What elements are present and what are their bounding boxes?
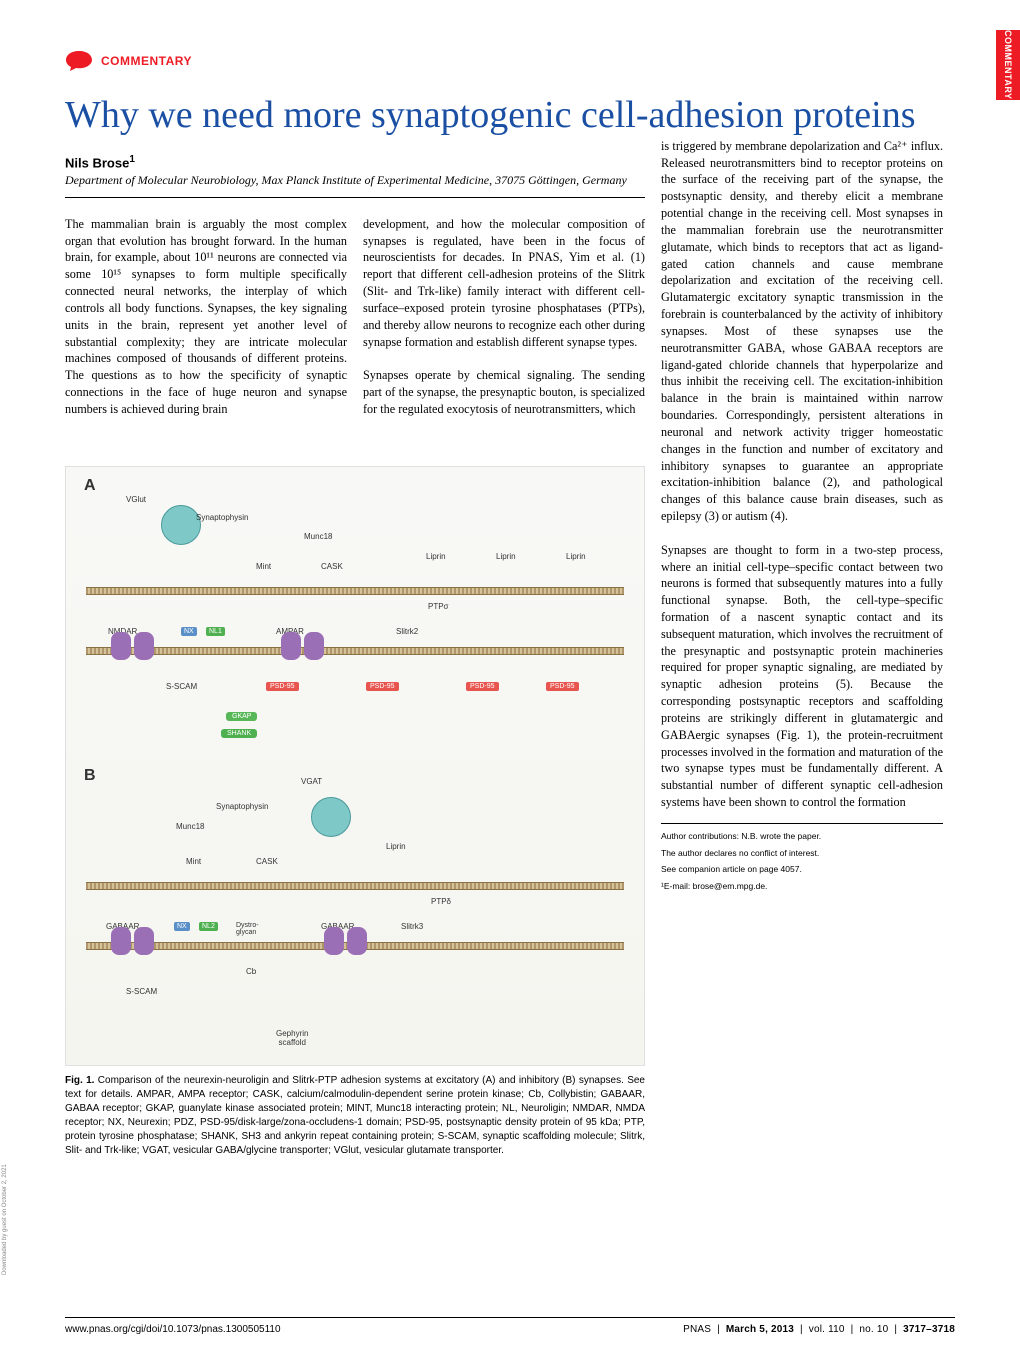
author-block: Nils Brose1 Department of Molecular Neur… [65, 154, 645, 189]
vglut-label: VGlut [126, 495, 146, 504]
dystro-label-b: Dystro-glycan [236, 922, 259, 936]
receptor-shape [111, 927, 131, 955]
receptor-shape [134, 632, 154, 660]
receptor-shape [324, 927, 344, 955]
footer-issue: no. 10 [859, 1324, 888, 1335]
author-rule [65, 197, 645, 198]
psd95-label-a2: PSD-95 [366, 682, 399, 691]
receptor-shape [134, 927, 154, 955]
section-header: COMMENTARY [65, 50, 955, 72]
cask-label-a: CASK [321, 562, 343, 571]
footnote-conflict: The author declares no conflict of inter… [661, 847, 943, 860]
receptor-shape [304, 632, 324, 660]
panel-a-label: A [84, 477, 96, 495]
footer-volume: vol. 110 [809, 1324, 845, 1335]
ptpd-label-b: PTPδ [431, 897, 451, 906]
footnote-contrib: Author contributions: N.B. wrote the pap… [661, 830, 943, 843]
author-name: Nils Brose1 [65, 154, 645, 170]
footnote-rule [661, 823, 943, 824]
mint-label-a: Mint [256, 562, 271, 571]
mint-label-b: Mint [186, 857, 201, 866]
author-name-text: Nils Brose [65, 155, 129, 170]
liprin-label-a3: Liprin [566, 552, 586, 561]
psd95-label-a4: PSD-95 [546, 682, 579, 691]
munc18-label-b: Munc18 [176, 822, 204, 831]
receptor-shape [111, 632, 131, 660]
receptor-shape [347, 927, 367, 955]
nx-label-a: NX [181, 627, 197, 636]
speech-bubble-icon [65, 50, 93, 72]
column-3-text: is triggered by membrane depolarization … [661, 138, 943, 811]
liprin-label-b: Liprin [386, 842, 406, 851]
footer-date: March 5, 2013 [726, 1324, 794, 1335]
sscam-label-b: S-SCAM [126, 987, 157, 996]
liprin-label-a1: Liprin [426, 552, 446, 561]
liprin-label-a2: Liprin [496, 552, 516, 561]
psd95-label-a1: PSD-95 [266, 682, 299, 691]
slitrk2-label-a: Slitrk2 [396, 627, 418, 636]
sscam-label-a: S-SCAM [166, 682, 197, 691]
column-3: is triggered by membrane depolarization … [661, 138, 943, 897]
figure-caption-label: Fig. 1. [65, 1075, 94, 1086]
author-affiliation: Department of Molecular Neurobiology, Ma… [65, 172, 645, 189]
ptps-label-a1: PTPσ [428, 602, 449, 611]
footnotes: Author contributions: N.B. wrote the pap… [661, 830, 943, 893]
cask-label-b: CASK [256, 857, 278, 866]
synaptophysin-label-b: Synaptophysin [216, 802, 268, 811]
figure-caption: Fig. 1. Comparison of the neurexin-neuro… [65, 1074, 645, 1158]
nl2-label-b: NL2 [199, 922, 218, 931]
figure-image: A VGlut Synaptophysin Munc18 Mint CASK L… [65, 466, 645, 1066]
article-title: Why we need more synaptogenic cell-adhes… [65, 94, 955, 138]
nl1-label-a: NL1 [206, 627, 225, 636]
footer-journal: PNAS [683, 1324, 711, 1335]
vesicle-icon [161, 505, 201, 545]
munc18-label-a: Munc18 [304, 532, 332, 541]
footnote-email: ¹E-mail: brose@em.mpg.de. [661, 880, 943, 893]
section-label: COMMENTARY [101, 54, 192, 68]
psd95-label-a3: PSD-95 [466, 682, 499, 691]
vgat-label: VGAT [301, 777, 322, 786]
footer-pages: 3717–3718 [903, 1324, 955, 1335]
receptor-shape [281, 632, 301, 660]
gkap-label-a: GKAP [226, 712, 257, 721]
column-1: The mammalian brain is arguably the most… [65, 216, 347, 418]
synaptophysin-label-a: Synaptophysin [196, 513, 248, 522]
download-note: Downloaded by guest on October 2, 2021 [2, 1164, 8, 1275]
footer-citation: PNAS | March 5, 2013 | vol. 110 | no. 10… [683, 1324, 955, 1335]
figure-caption-text: Comparison of the neurexin-neuroligin an… [65, 1075, 645, 1156]
figure-1: A VGlut Synaptophysin Munc18 Mint CASK L… [65, 466, 645, 1158]
side-tab: COMMENTARY [996, 30, 1020, 100]
footer-doi: www.pnas.org/cgi/doi/10.1073/pnas.130050… [65, 1324, 281, 1335]
cb-label-b: Cb [246, 967, 256, 976]
author-sup: 1 [129, 154, 135, 165]
shank-label-a: SHANK [221, 729, 257, 738]
nx-label-b: NX [174, 922, 190, 931]
vesicle-icon-b [311, 797, 351, 837]
panel-b-label: B [84, 767, 96, 785]
footnote-companion: See companion article on page 4057. [661, 863, 943, 876]
slitrk3-label-b: Slitrk3 [401, 922, 423, 931]
column-2: development, and how the molecular compo… [363, 216, 645, 418]
page-footer: www.pnas.org/cgi/doi/10.1073/pnas.130050… [65, 1317, 955, 1335]
gephyrin-label-b: Gephyrinscaffold [276, 1029, 308, 1047]
